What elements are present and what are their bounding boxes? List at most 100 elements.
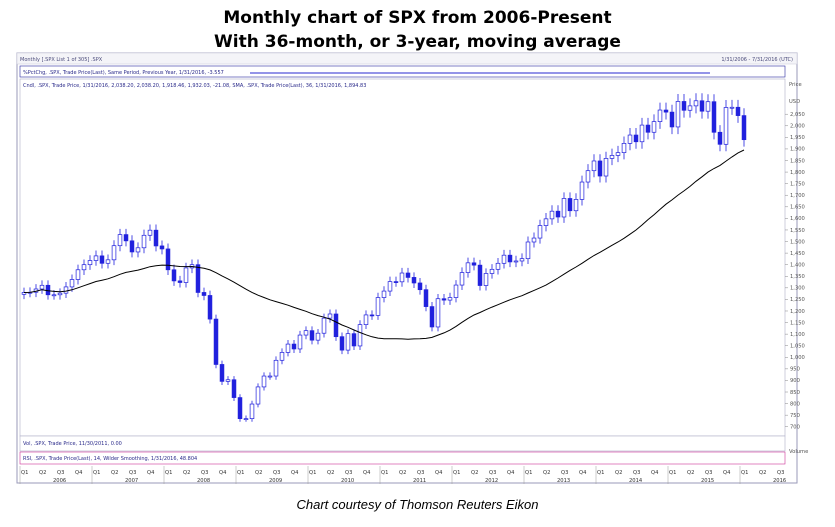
candle-down <box>735 106 741 116</box>
candle-up <box>57 292 63 296</box>
quarter-label: Q1 <box>453 470 460 476</box>
candle-up <box>375 297 381 316</box>
price-axis-label: Price <box>789 82 802 88</box>
quarter-label: Q2 <box>543 470 550 476</box>
candle-up <box>609 155 615 159</box>
candle-down <box>477 264 483 286</box>
quarter-label: Q2 <box>39 470 46 476</box>
candle-up <box>603 158 609 177</box>
candle-down <box>195 264 201 293</box>
candle-up <box>435 298 441 328</box>
quarter-label: Q3 <box>489 470 496 476</box>
quarter-label: Q1 <box>93 470 100 476</box>
price-tick-label: 1,700 <box>790 193 805 199</box>
candle-up <box>117 234 123 247</box>
candle-up <box>561 198 567 218</box>
chart-subtitle: With 36-month, or 3-year, moving average <box>214 32 621 52</box>
candle-up <box>225 379 231 382</box>
quarter-label: Q3 <box>273 470 280 476</box>
window-title: Monthly [.SPX List 1 of 305] .SPX <box>20 57 103 63</box>
candle-up <box>657 109 663 122</box>
quarter-label: Q1 <box>21 470 28 476</box>
price-tick-label: 1,100 <box>790 332 805 338</box>
quarter-label: Q4 <box>579 470 587 476</box>
price-pane[interactable] <box>19 78 786 437</box>
candle-down <box>129 240 135 253</box>
rsi-pane[interactable] <box>19 451 786 465</box>
price-legend: Cndl, .SPX, Trade Price, 1/31/2016, 2,03… <box>23 83 366 89</box>
candle-down <box>123 234 129 242</box>
price-tick-label: 1,300 <box>790 286 805 292</box>
quarter-label: Q2 <box>687 470 694 476</box>
candle-up <box>63 286 69 294</box>
year-label: 2015 <box>701 478 714 484</box>
chart-title: Monthly chart of SPX from 2006-Present <box>223 8 612 28</box>
quarter-label: Q2 <box>471 470 478 476</box>
candle-up <box>573 199 579 212</box>
price-tick-label: 1,000 <box>790 355 805 361</box>
quarter-label: Q4 <box>75 470 83 476</box>
candle-down <box>717 131 723 145</box>
candle-down <box>411 277 417 284</box>
candle-up <box>531 237 537 243</box>
quarter-label: Q4 <box>291 470 299 476</box>
price-tick-label: 1,950 <box>790 135 805 141</box>
candle-down <box>369 314 375 317</box>
candle-down <box>507 254 513 263</box>
price-tick-label: 800 <box>790 401 800 407</box>
candle-up <box>549 210 555 220</box>
candle-up <box>273 359 279 377</box>
price-tick-label: 1,450 <box>790 251 805 257</box>
price-tick-label: 2,000 <box>790 124 805 130</box>
candle-down <box>339 336 345 351</box>
candle-down <box>711 101 717 133</box>
candle-down <box>681 101 687 111</box>
candle-up <box>87 260 93 266</box>
quarter-label: Q3 <box>201 470 208 476</box>
year-label: 2007 <box>125 478 138 484</box>
quarter-label: Q4 <box>219 470 227 476</box>
candle-down <box>699 100 705 112</box>
candle-up <box>93 255 99 261</box>
candle-down <box>351 333 357 347</box>
candle-down <box>597 160 603 177</box>
quarter-label: Q3 <box>777 470 784 476</box>
candle-up <box>693 100 699 107</box>
candle-down <box>171 269 177 282</box>
candle-up <box>81 264 87 271</box>
quarter-label: Q4 <box>723 470 731 476</box>
volume-pane[interactable] <box>19 435 786 452</box>
candle-up <box>687 105 693 111</box>
chart-credit: Chart courtesy of Thomson Reuters Eikon <box>296 497 539 512</box>
candle-down <box>309 330 315 341</box>
price-tick-label: 750 <box>790 413 800 419</box>
price-tick-label: 900 <box>790 378 800 384</box>
pctchg-legend: %PctChg, .SPX, Trade Price(Last), Same P… <box>23 70 224 76</box>
candle-up <box>729 106 735 109</box>
price-tick-label: 1,350 <box>790 274 805 280</box>
price-axis: 700 750 800 850 900 950 1,000 1,050 1,100 1,150 1,… <box>785 112 805 431</box>
year-label: 2011 <box>413 478 426 484</box>
candle-up <box>75 269 81 280</box>
candle-down <box>423 289 429 307</box>
candle-down <box>207 295 213 320</box>
candle-up <box>525 241 531 260</box>
pctchg-strip[interactable] <box>19 65 786 78</box>
candle-down <box>669 111 675 128</box>
candle-up <box>723 107 729 145</box>
candle-down <box>177 280 183 283</box>
quarter-label: Q4 <box>435 470 443 476</box>
candle-up <box>51 294 57 297</box>
candle-up <box>261 375 267 388</box>
candle-up <box>459 272 465 286</box>
volume-legend: Vol, .SPX, Trade Price, 11/30/2011, 0.00 <box>23 441 122 447</box>
candle-down <box>165 248 171 271</box>
candle-down <box>555 210 561 218</box>
candle-up <box>489 268 495 274</box>
candle-up <box>297 334 303 350</box>
candle-down <box>441 298 447 301</box>
year-label: 2014 <box>629 478 643 484</box>
candle-up <box>519 258 525 262</box>
candle-up <box>267 375 273 378</box>
